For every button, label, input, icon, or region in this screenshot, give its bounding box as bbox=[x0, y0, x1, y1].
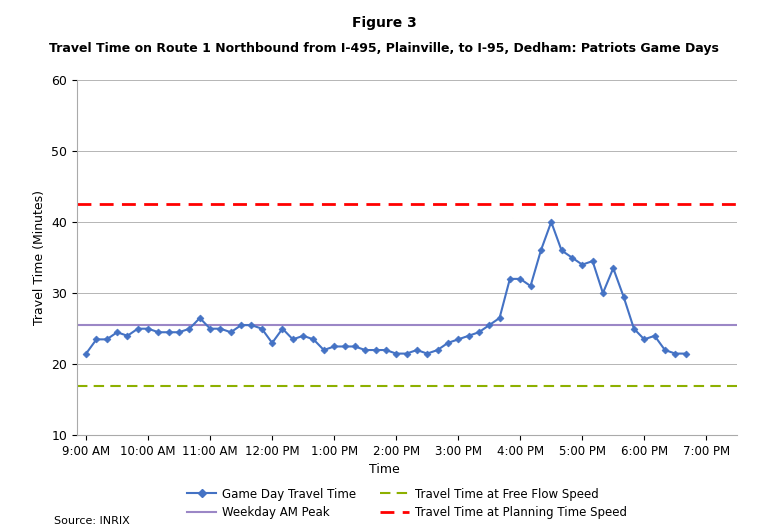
Text: Time: Time bbox=[369, 464, 399, 476]
Text: Figure 3: Figure 3 bbox=[352, 16, 416, 30]
Y-axis label: Travel Time (Minutes): Travel Time (Minutes) bbox=[32, 190, 45, 325]
Text: Travel Time on Route 1 Northbound from I-495, Plainville, to I-95, Dedham: Patri: Travel Time on Route 1 Northbound from I… bbox=[49, 42, 719, 55]
Legend: Game Day Travel Time, Weekday AM Peak, Travel Time at Free Flow Speed, Travel Ti: Game Day Travel Time, Weekday AM Peak, T… bbox=[187, 487, 627, 519]
Text: Source: INRIX: Source: INRIX bbox=[54, 516, 130, 526]
